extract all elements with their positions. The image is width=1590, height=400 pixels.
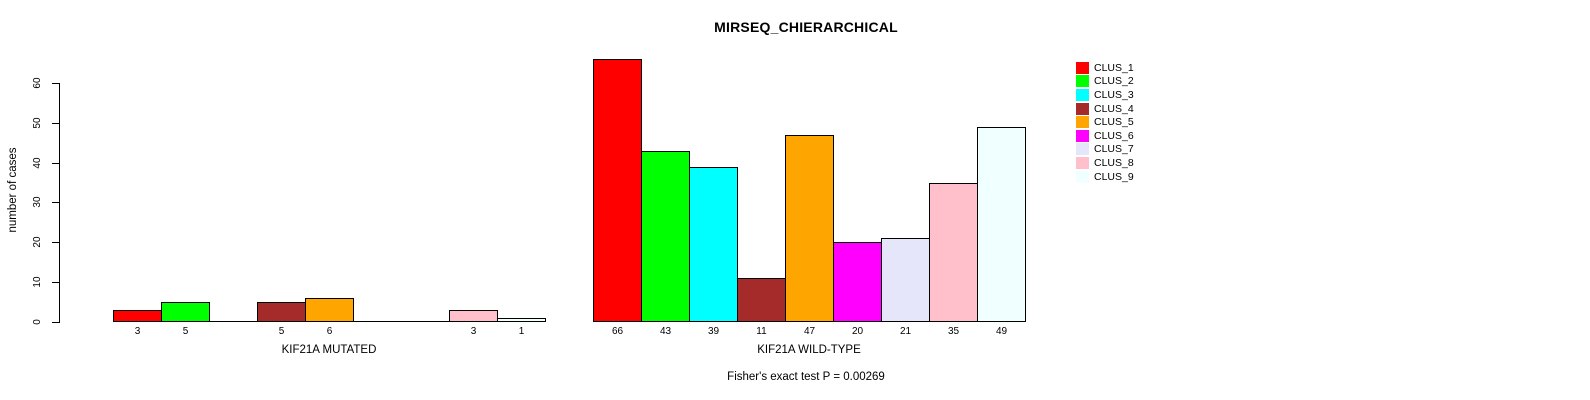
y-tick-mark-60 bbox=[52, 83, 59, 84]
bar-CLUS_9-kif21a-wild-type bbox=[977, 127, 1026, 322]
bar-value-label-CLUS_9-kif21a-mutated: 1 bbox=[518, 326, 525, 337]
bar-CLUS_4-kif21a-wild-type bbox=[737, 278, 786, 322]
bar-value-label-CLUS_5-kif21a-mutated: 6 bbox=[326, 326, 333, 337]
bar-value-label-CLUS_6-kif21a-wild-type: 20 bbox=[851, 326, 864, 337]
bar-CLUS_1-kif21a-mutated bbox=[113, 310, 162, 322]
y-tick-label-0: 0 bbox=[31, 319, 43, 325]
legend-swatch-CLUS_3 bbox=[1076, 88, 1089, 101]
chart-title: MIRSEQ_CHIERARCHICAL bbox=[714, 19, 898, 35]
y-tick-label-10: 10 bbox=[31, 276, 43, 288]
legend-swatch-CLUS_9 bbox=[1076, 170, 1089, 183]
bar-value-label-CLUS_4-kif21a-wild-type: 11 bbox=[756, 326, 767, 337]
bar-value-label-CLUS_7-kif21a-wild-type: 21 bbox=[899, 326, 912, 337]
legend-entry-CLUS_7: CLUS_7 bbox=[1076, 143, 1134, 157]
fisher-exact-test-annotation: Fisher's exact test P = 0.00269 bbox=[727, 371, 885, 383]
legend-entry-CLUS_3: CLUS_3 bbox=[1076, 88, 1134, 102]
legend-label-CLUS_2: CLUS_2 bbox=[1094, 75, 1134, 88]
bar-CLUS_1-kif21a-wild-type bbox=[593, 59, 642, 322]
legend-label-CLUS_7: CLUS_7 bbox=[1094, 143, 1134, 156]
legend-label-CLUS_6: CLUS_6 bbox=[1094, 129, 1134, 142]
legend-swatch-CLUS_4 bbox=[1076, 102, 1089, 115]
x-axis-group-label-mutated: KIF21A MUTATED bbox=[281, 344, 377, 356]
y-tick-mark-20 bbox=[52, 242, 59, 243]
legend-label-CLUS_4: CLUS_4 bbox=[1094, 102, 1134, 115]
legend-entry-CLUS_4: CLUS_4 bbox=[1076, 102, 1134, 116]
y-axis-title: number of cases bbox=[7, 147, 19, 233]
legend-label-CLUS_9: CLUS_9 bbox=[1094, 170, 1134, 183]
legend-swatch-CLUS_5 bbox=[1076, 116, 1089, 129]
bar-CLUS_4-kif21a-mutated bbox=[257, 302, 306, 322]
legend-entry-CLUS_8: CLUS_8 bbox=[1076, 156, 1134, 170]
y-tick-mark-0 bbox=[52, 322, 59, 323]
y-tick-label-40: 40 bbox=[31, 157, 43, 169]
zero-bar-CLUS_7-kif21a-mutated bbox=[401, 321, 450, 322]
bar-CLUS_2-kif21a-wild-type bbox=[641, 151, 690, 322]
y-tick-label-30: 30 bbox=[31, 196, 43, 208]
legend-swatch-CLUS_8 bbox=[1076, 156, 1089, 169]
bar-value-label-CLUS_8-kif21a-wild-type: 35 bbox=[947, 326, 960, 337]
bar-value-label-CLUS_1-kif21a-mutated: 3 bbox=[134, 326, 141, 337]
bar-value-label-CLUS_8-kif21a-mutated: 3 bbox=[470, 326, 477, 337]
bar-value-label-CLUS_5-kif21a-wild-type: 47 bbox=[803, 326, 816, 337]
legend-entry-CLUS_1: CLUS_1 bbox=[1076, 61, 1134, 75]
bar-value-label-CLUS_4-kif21a-mutated: 5 bbox=[278, 326, 285, 337]
bar-CLUS_5-kif21a-wild-type bbox=[785, 135, 834, 322]
y-tick-mark-50 bbox=[52, 123, 59, 124]
bar-value-label-CLUS_2-kif21a-wild-type: 43 bbox=[659, 326, 672, 337]
bar-CLUS_8-kif21a-wild-type bbox=[929, 183, 978, 322]
legend-swatch-CLUS_7 bbox=[1076, 143, 1089, 156]
y-tick-label-20: 20 bbox=[31, 236, 43, 248]
legend: CLUS_1 CLUS_2 CLUS_3 CLUS_4 CLUS_5 CLUS_6 CLUS… bbox=[1076, 61, 1134, 183]
y-tick-mark-10 bbox=[52, 282, 59, 283]
y-axis-line bbox=[59, 83, 60, 323]
legend-label-CLUS_1: CLUS_1 bbox=[1094, 61, 1134, 74]
bar-CLUS_3-kif21a-wild-type bbox=[689, 167, 738, 322]
y-tick-mark-40 bbox=[52, 163, 59, 164]
legend-label-CLUS_3: CLUS_3 bbox=[1094, 88, 1134, 101]
y-tick-label-50: 50 bbox=[31, 117, 43, 129]
zero-bar-CLUS_6-kif21a-mutated bbox=[353, 321, 402, 322]
legend-entry-CLUS_6: CLUS_6 bbox=[1076, 129, 1134, 143]
y-tick-label-60: 60 bbox=[31, 77, 43, 89]
bar-value-label-CLUS_9-kif21a-wild-type: 49 bbox=[995, 326, 1008, 337]
legend-label-CLUS_8: CLUS_8 bbox=[1094, 156, 1134, 169]
x-axis-group-label-wild-type: KIF21A WILD-TYPE bbox=[757, 344, 861, 356]
bar-value-label-CLUS_2-kif21a-mutated: 5 bbox=[182, 326, 189, 337]
legend-swatch-CLUS_6 bbox=[1076, 129, 1089, 142]
legend-label-CLUS_5: CLUS_5 bbox=[1094, 116, 1134, 129]
zero-bar-CLUS_3-kif21a-mutated bbox=[209, 321, 258, 322]
bar-CLUS_5-kif21a-mutated bbox=[305, 298, 354, 322]
bar-CLUS_8-kif21a-mutated bbox=[449, 310, 498, 322]
bar-CLUS_9-kif21a-mutated bbox=[497, 318, 546, 322]
bar-CLUS_2-kif21a-mutated bbox=[161, 302, 210, 322]
bar-value-label-CLUS_3-kif21a-wild-type: 39 bbox=[707, 326, 720, 337]
bar-CLUS_6-kif21a-wild-type bbox=[833, 242, 882, 322]
legend-entry-CLUS_9: CLUS_9 bbox=[1076, 170, 1134, 184]
legend-swatch-CLUS_2 bbox=[1076, 75, 1089, 88]
y-tick-mark-30 bbox=[52, 202, 59, 203]
legend-swatch-CLUS_1 bbox=[1076, 61, 1089, 74]
legend-entry-CLUS_5: CLUS_5 bbox=[1076, 115, 1134, 129]
bar-CLUS_7-kif21a-wild-type bbox=[881, 238, 930, 322]
legend-entry-CLUS_2: CLUS_2 bbox=[1076, 75, 1134, 89]
bar-value-label-CLUS_1-kif21a-wild-type: 66 bbox=[611, 326, 624, 337]
